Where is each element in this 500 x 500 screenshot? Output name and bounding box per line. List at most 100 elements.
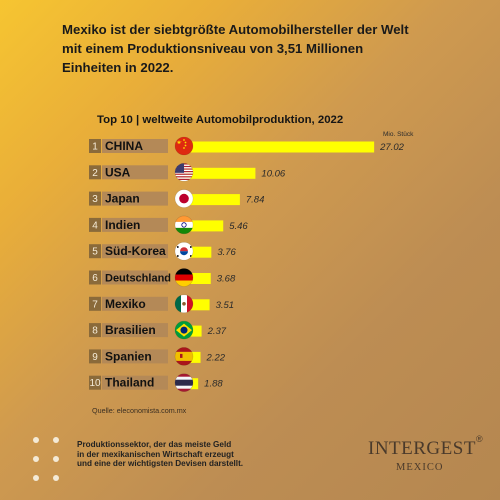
headline: Mexiko ist der siebtgrößte Automobilhers… [62, 20, 482, 77]
headline-line-3: Einheiten in 2022. [62, 60, 174, 75]
category-box [102, 139, 168, 153]
footer-line-3: und eine der wichtigsten Devisen darstel… [77, 459, 244, 469]
bar [185, 299, 210, 311]
category-box [102, 217, 168, 232]
footer-text: Produktionssektor, der das meiste Geld i… [77, 440, 317, 469]
category-box [102, 375, 168, 390]
value-label: 27.02 [379, 142, 404, 153]
category-label: Mexiko [105, 297, 146, 311]
bar [185, 273, 211, 284]
category-label: Spanien [105, 349, 152, 363]
bar [185, 246, 212, 258]
category-label: Japan [105, 192, 140, 206]
rank-box [89, 296, 101, 311]
category-label: Brasilien [105, 323, 156, 337]
dot [53, 475, 59, 481]
category-box [102, 323, 168, 338]
category-box [102, 270, 168, 285]
category-label: USA [105, 165, 131, 179]
south-korea-flag-icon [175, 242, 193, 261]
rank-label: 7 [92, 299, 98, 310]
category-box [102, 349, 168, 364]
brazil-flag-icon [175, 321, 193, 340]
bar [185, 220, 224, 232]
rank-label: 1 [92, 142, 98, 153]
thailand-flag-icon [175, 373, 193, 392]
rank-box [89, 244, 101, 259]
logo-subtitle: MEXICO [396, 462, 444, 473]
logo-registered-mark: ® [476, 434, 483, 444]
bar [185, 325, 202, 337]
headline-line-1: Mexiko ist der siebtgrößte Automobilhers… [62, 22, 409, 37]
category-label: Süd-Korea [105, 244, 166, 258]
chart-row: 4 Indien 5.46 [89, 215, 248, 235]
logo-name: INTERGEST [368, 438, 476, 459]
rank-label: 4 [92, 220, 98, 231]
dot [33, 437, 39, 443]
germany-flag-icon [175, 268, 193, 287]
mexico-flag-icon [175, 294, 193, 313]
rank-box [89, 375, 101, 390]
rank-box [89, 217, 101, 232]
chart-row: 8 Brasilien 2.37 [89, 320, 227, 340]
unit-label: Mio. Stück [383, 131, 414, 138]
source-note: Quelle: eleconomista.com.mx [92, 406, 187, 415]
chart-row: 2 USA 10.06 [89, 163, 286, 182]
value-label: 3.76 [217, 247, 236, 258]
value-label: 3.68 [217, 274, 236, 285]
chart-row: 6 Deutschland 3.68 [89, 268, 236, 287]
category-label: CHINA [105, 139, 143, 153]
rank-box [89, 349, 101, 364]
headline-line-2: mit einem Produktionsniveau von 3,51 Mil… [62, 41, 364, 56]
category-box [102, 296, 168, 311]
china-flag-icon [175, 137, 193, 155]
dot [33, 475, 39, 481]
bar [185, 141, 375, 153]
dot [53, 437, 59, 443]
chart-row: 9 Spanien 2.22 [89, 347, 226, 366]
japan-flag-icon [175, 189, 193, 208]
value-label: 2.37 [207, 326, 227, 337]
usa-flag-icon [175, 163, 193, 182]
chart-row: 7 Mexiko 3.51 [89, 294, 235, 314]
footer-line-1: Produktionssektor, der das meiste Geld [77, 440, 232, 449]
value-label: 7.84 [246, 195, 265, 206]
rank-label: 2 [92, 168, 98, 179]
rank-box [89, 165, 101, 180]
rank-box [89, 139, 101, 153]
rank-box [89, 323, 101, 338]
value-label: 10.06 [261, 168, 285, 179]
intergest-logo: INTERGEST ® MEXICO [368, 428, 490, 478]
category-label: Thailand [105, 376, 154, 390]
dot [53, 456, 59, 462]
rank-box [89, 191, 101, 206]
category-box [102, 191, 168, 206]
chart-row: 5 Süd-Korea 3.76 [89, 241, 237, 261]
dot [33, 456, 39, 462]
category-box [102, 244, 168, 259]
rank-box [89, 270, 101, 285]
india-flag-icon [175, 215, 193, 234]
rank-label: 10 [89, 378, 101, 389]
value-label: 2.22 [206, 352, 226, 363]
rank-label: 8 [92, 326, 98, 337]
category-box [102, 165, 168, 180]
bar [185, 194, 240, 206]
spain-flag-icon [175, 347, 193, 366]
value-label: 1.88 [204, 379, 223, 390]
rank-label: 6 [92, 273, 98, 284]
chart-row: 1 CHINA 27.02 [89, 136, 405, 156]
chart-title: Top 10 | weltweite Automobilproduktion, … [97, 114, 344, 126]
category-label: Deutschland [105, 273, 171, 285]
value-label: 3.51 [216, 300, 235, 311]
rank-label: 3 [92, 194, 98, 205]
chart-row: 10 Thailand 1.88 [89, 373, 223, 393]
category-label: Indien [105, 218, 140, 232]
rank-label: 5 [92, 247, 98, 258]
chart-row: 3 Japan 7.84 [89, 189, 265, 208]
rank-label: 9 [92, 352, 98, 363]
bar [185, 167, 256, 179]
footer-line-2: in der mexikanischen Wirtschaft erzeugt [77, 449, 234, 459]
decorative-dots [33, 437, 83, 487]
